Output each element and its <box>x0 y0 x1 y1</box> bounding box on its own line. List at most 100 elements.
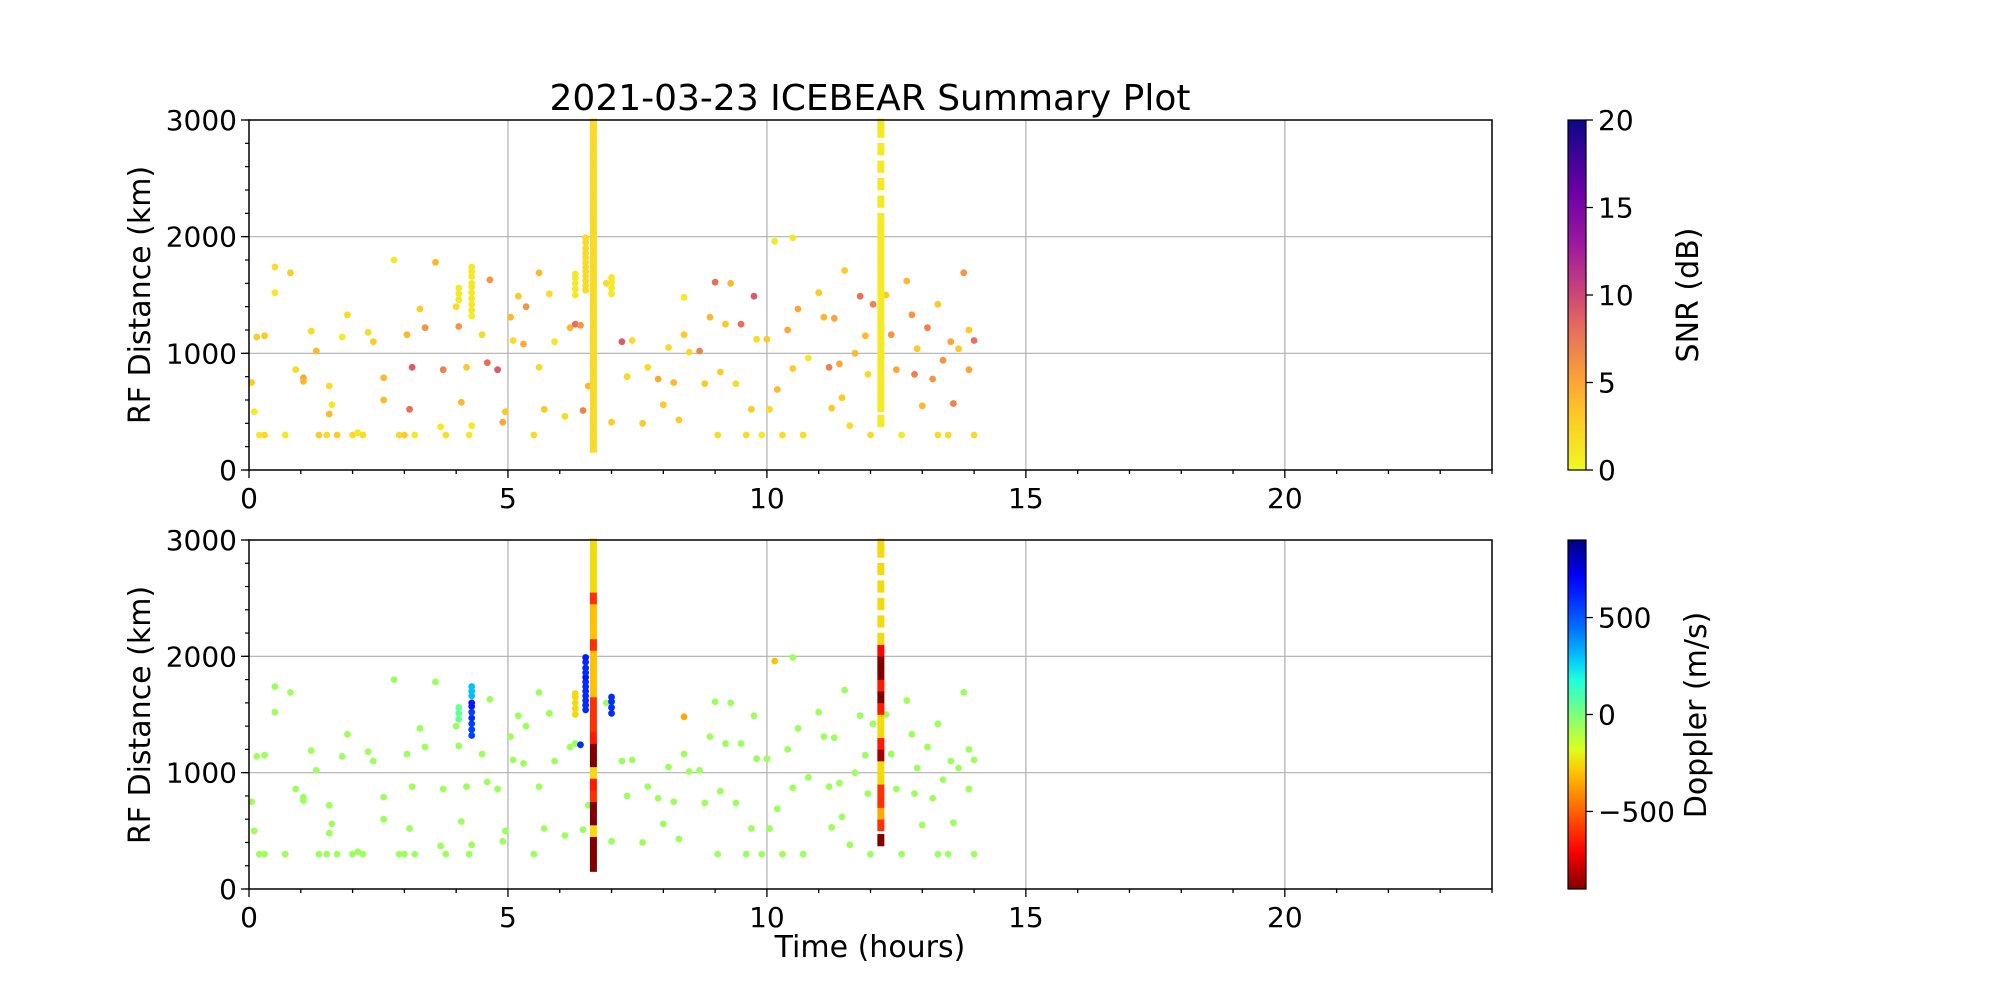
data-point <box>804 354 812 362</box>
data-point <box>955 345 962 353</box>
streak-point <box>589 626 597 640</box>
data-point <box>825 783 833 791</box>
data-point <box>566 743 574 751</box>
data-point <box>659 820 667 828</box>
data-point <box>908 311 916 319</box>
streak-point <box>589 720 597 733</box>
data-point <box>582 669 590 677</box>
streak-point <box>589 218 597 232</box>
data-point <box>292 785 300 793</box>
streak-point <box>877 414 885 428</box>
x-tick-label: 15 <box>1008 901 1044 934</box>
data-point <box>468 268 476 276</box>
data-point <box>970 850 978 858</box>
data-point <box>333 431 341 439</box>
data-point <box>841 686 849 694</box>
data-point <box>582 706 590 714</box>
data-point <box>892 785 900 793</box>
streak-point <box>589 230 597 243</box>
data-point <box>281 431 289 439</box>
streak-point <box>877 236 885 249</box>
data-point <box>908 730 916 738</box>
data-point <box>750 712 758 720</box>
data-point <box>665 344 672 351</box>
data-point <box>924 743 931 751</box>
data-point <box>582 244 590 252</box>
data-point <box>742 431 750 439</box>
y-tick-label: 2000 <box>166 221 237 254</box>
data-point <box>582 658 590 666</box>
data-point <box>455 709 463 717</box>
data-point <box>714 850 722 858</box>
data-point <box>820 313 828 321</box>
data-point <box>737 740 745 747</box>
streak-point <box>877 818 885 832</box>
data-point <box>836 779 843 787</box>
data-point <box>571 320 579 328</box>
y-tick-label: 3000 <box>166 524 237 557</box>
data-point <box>680 713 688 721</box>
data-point <box>468 720 476 728</box>
data-point <box>478 750 486 758</box>
data-point <box>680 750 688 758</box>
data-point <box>530 850 538 858</box>
data-point <box>354 848 362 856</box>
data-point <box>929 794 937 802</box>
streak-point <box>877 118 885 131</box>
data-point <box>711 698 719 706</box>
data-point <box>571 699 579 707</box>
data-point <box>452 303 460 311</box>
data-point <box>654 794 662 802</box>
streak-point <box>877 271 885 284</box>
data-point <box>898 850 905 858</box>
data-point <box>582 268 590 276</box>
data-point <box>468 687 476 695</box>
data-point <box>540 405 548 413</box>
streak-point <box>877 632 885 645</box>
data-point <box>794 725 802 732</box>
data-point <box>250 408 258 416</box>
streak-point <box>589 592 597 605</box>
streak-point <box>877 213 885 226</box>
data-point <box>468 732 476 739</box>
data-point <box>463 783 470 791</box>
data-point <box>911 790 918 798</box>
data-point <box>763 755 771 763</box>
data-point <box>408 783 416 791</box>
data-point <box>582 277 590 285</box>
data-point <box>918 821 926 829</box>
data-point <box>571 690 579 697</box>
data-point <box>623 792 631 800</box>
data-point <box>571 711 579 718</box>
x-axis-label: Time (hours) <box>774 930 966 965</box>
plot-frame <box>248 119 1493 471</box>
streak-point <box>877 376 885 389</box>
y-tick-label: 1000 <box>166 337 237 370</box>
data-point <box>846 841 854 849</box>
data-point <box>794 305 802 313</box>
data-point <box>561 412 569 420</box>
streak-point <box>589 661 597 675</box>
data-point <box>507 733 514 741</box>
data-point <box>328 401 336 409</box>
data-point <box>659 401 667 409</box>
colorbar-gradient <box>1567 539 1587 890</box>
data-point <box>250 827 258 835</box>
streak-point <box>877 714 885 727</box>
streak-point <box>877 834 885 847</box>
streak-point <box>877 259 885 272</box>
data-point <box>965 326 973 334</box>
data-point <box>608 693 615 701</box>
data-point <box>838 394 846 402</box>
data-point <box>287 269 294 277</box>
data-point <box>468 692 476 700</box>
data-point <box>271 263 279 271</box>
data-point <box>439 366 447 374</box>
data-point <box>463 363 470 371</box>
data-point <box>468 312 476 320</box>
data-point <box>338 333 346 341</box>
streak-point <box>589 148 597 162</box>
x-tick-label: 10 <box>749 482 785 515</box>
data-point <box>830 734 838 742</box>
